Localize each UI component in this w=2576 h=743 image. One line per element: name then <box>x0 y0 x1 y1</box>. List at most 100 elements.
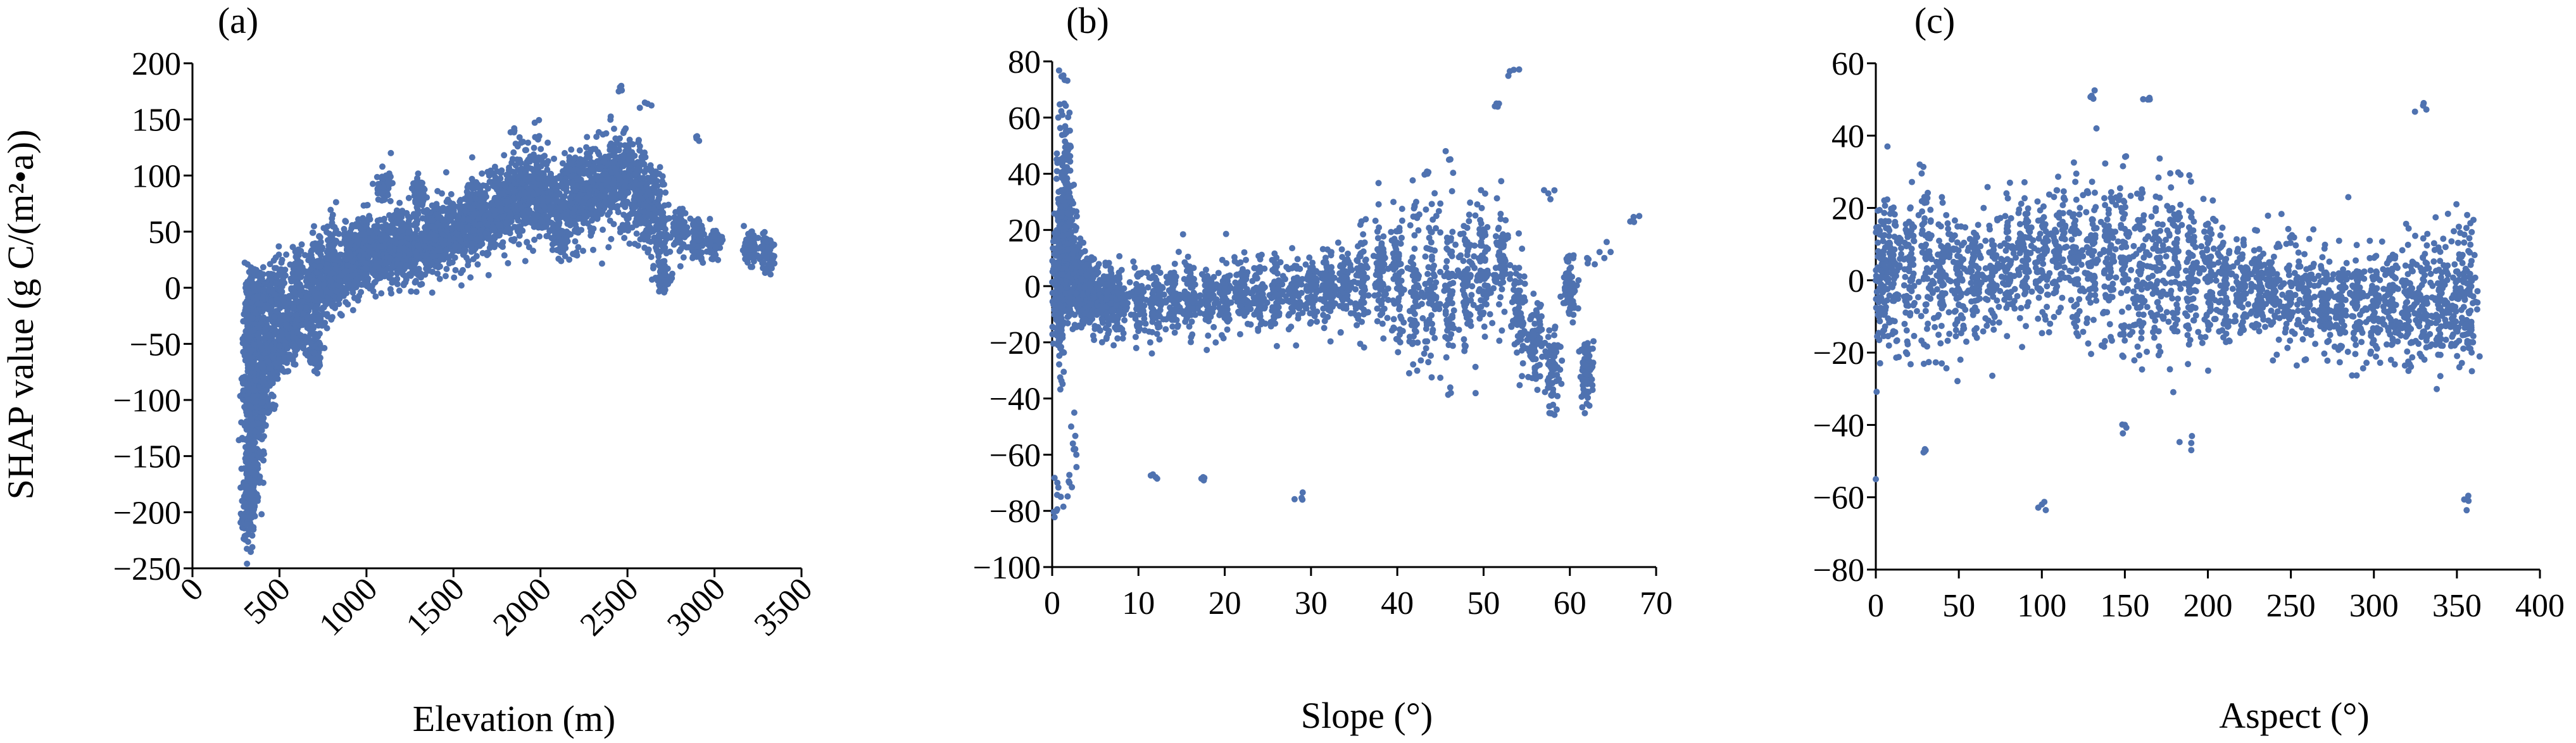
panel-a-point <box>272 291 279 298</box>
panel-a-point <box>562 245 569 252</box>
panel-a-point <box>284 345 291 352</box>
panel-a-y-tick-label: 0 <box>165 271 181 307</box>
panel-a-x-tick-label: 3500 <box>748 571 820 643</box>
panel-a-point <box>522 147 529 154</box>
panel-a-point <box>639 160 646 167</box>
panel-a-point <box>329 220 336 227</box>
panel-a-point <box>248 549 254 556</box>
panel-a-point <box>768 265 775 272</box>
panel-a-point <box>443 169 449 176</box>
panel-a-point <box>660 181 667 188</box>
panel-a-point <box>345 280 352 287</box>
panel-a-point <box>622 178 629 185</box>
panel-a-point <box>631 240 638 247</box>
panel-a-point <box>329 211 336 218</box>
panel-a-point <box>316 321 323 328</box>
panel-a-point <box>258 511 265 518</box>
panel-a-point <box>712 227 719 234</box>
panel-a-point <box>380 216 387 223</box>
panel-a-point <box>283 251 290 258</box>
panel-a-point <box>556 204 563 211</box>
panel-a-point <box>510 149 517 156</box>
panel-a-point <box>270 393 277 400</box>
panel-a-point <box>274 300 281 307</box>
panel-a-point <box>296 340 303 347</box>
panel-a-point <box>680 254 687 261</box>
panel-a-point <box>519 227 526 234</box>
panel-a-point <box>436 275 443 282</box>
panel-a-point <box>239 435 246 442</box>
panel-a-point <box>672 216 679 223</box>
panel-a-point <box>769 258 776 265</box>
panel-a-point <box>338 272 345 279</box>
panel-a-point <box>417 270 424 277</box>
panel-a-point <box>268 378 275 385</box>
panel-a-point <box>468 154 475 161</box>
panel-a-point <box>239 379 246 386</box>
panel-a-point <box>240 387 247 394</box>
panel-a-point <box>289 244 296 251</box>
panel-a-point <box>336 296 343 303</box>
panel-a-point <box>254 420 261 427</box>
panel-a-point <box>476 242 483 249</box>
panel-a-point <box>270 346 277 353</box>
panel-a-label: (a) <box>218 0 258 41</box>
panel-a-point <box>327 290 334 297</box>
panel-a-point <box>642 154 649 161</box>
panel-a-point <box>590 225 597 232</box>
panel-a-point <box>633 166 640 173</box>
panel-a-point <box>648 166 655 173</box>
panel-a-point <box>608 235 615 242</box>
panel-a-point <box>591 197 598 204</box>
panel-a-point <box>324 325 330 332</box>
panel-a-point <box>396 287 403 294</box>
panel-a-point <box>249 392 256 399</box>
panel-a-point <box>242 501 249 508</box>
panel-a-point <box>303 293 310 300</box>
panel-a-point <box>481 204 487 211</box>
panel-a-point <box>550 224 556 231</box>
panel-a-point <box>707 216 713 223</box>
panel-a-point <box>672 209 679 216</box>
panel-a-point <box>522 216 529 223</box>
panel-a-point <box>633 230 640 237</box>
panel-a-point <box>543 161 550 168</box>
panel-a-point <box>442 273 449 280</box>
panel-a-point <box>410 260 417 267</box>
panel-a-point <box>277 317 284 324</box>
panel-a-point <box>474 261 481 268</box>
panel-a-point <box>451 274 458 281</box>
panel-a-point <box>521 189 528 196</box>
panel-a-point <box>344 301 351 308</box>
panel-a-point <box>467 274 474 281</box>
panel-a-point <box>342 218 349 225</box>
panel-a-point <box>310 223 317 230</box>
panel-a-point <box>536 116 543 123</box>
panel-a-point <box>525 165 532 172</box>
panel-a-point <box>525 244 532 251</box>
panel-a-point <box>265 358 272 365</box>
panel-a-point <box>653 239 660 246</box>
panel-a-point <box>308 252 315 259</box>
panel-a-point <box>412 278 419 285</box>
panel-a-point <box>655 196 662 203</box>
panel-a-point <box>448 190 455 197</box>
panel-a-point <box>485 272 492 278</box>
panel-a-point <box>332 199 339 206</box>
panel-a-point <box>292 253 299 260</box>
panel-a-point <box>661 202 668 209</box>
panel-a-point <box>262 421 269 428</box>
panel-a-point <box>551 230 558 237</box>
panel-a-point <box>624 220 631 227</box>
panel-a-point <box>290 304 297 311</box>
panel-a-point <box>413 250 420 257</box>
panel-a-point <box>624 189 631 196</box>
panel-a-point <box>584 134 591 140</box>
panel-a-point <box>600 227 606 234</box>
panel-a-point <box>329 301 336 308</box>
panel-a-point <box>636 182 643 189</box>
panel-a-point <box>458 282 465 289</box>
panel-a-point <box>325 242 332 249</box>
panel-a-point <box>762 265 769 272</box>
panel-a-point <box>558 237 565 244</box>
